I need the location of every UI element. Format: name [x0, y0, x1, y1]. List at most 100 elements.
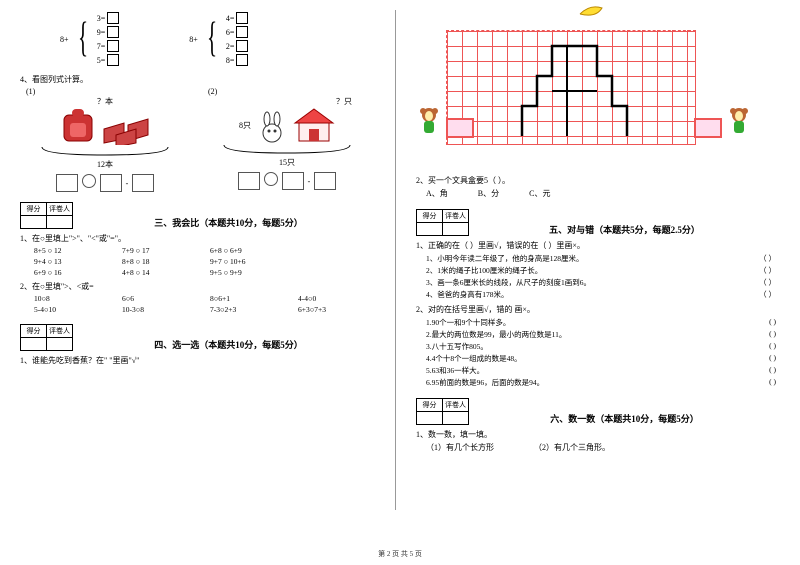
answer-paren[interactable]: ( ) [769, 329, 776, 340]
section-3-title: 三、我会比（本题共10分，每题5分） [77, 216, 380, 229]
left-brace-icon: { [78, 20, 88, 58]
fill-grid: 10○8 6○6 8○6+1 4-4○0 5-4○10 10-3○8 7-3○2… [34, 294, 380, 314]
comp-item: 9+4 ○ 13 [34, 257, 116, 266]
fill-item: 4-4○0 [298, 294, 380, 303]
score-box: 得分评卷人 [20, 202, 73, 229]
bracket-group-2: 8+ { 4= 6= 2= 8= [189, 10, 248, 68]
option-a[interactable]: A、角 [426, 188, 448, 199]
tf-item: 2.最大的两位数是99，最小的两位数是11。 [426, 329, 566, 340]
books-icon [102, 113, 152, 145]
comparison-grid: 8+5 ○ 12 7+9 ○ 17 6+8 ○ 6+9 9+4 ○ 13 8+8… [34, 246, 380, 277]
comp-item [298, 257, 380, 266]
s5-q1: 1、正确的在（ ）里画√，错误的在（ ）里画×。 [416, 240, 776, 251]
maze-grid [446, 30, 696, 145]
bracket1-prefix: 8+ [60, 35, 69, 44]
house-icon [293, 107, 335, 143]
comp-item: 9+7 ○ 10+6 [210, 257, 292, 266]
monkey-right-icon [726, 105, 752, 135]
answer-paren[interactable]: ( ) [769, 353, 776, 364]
answer-box[interactable] [107, 12, 119, 24]
option-b[interactable]: B、分 [478, 188, 499, 199]
answer-paren[interactable]: ( ) [769, 365, 776, 376]
answer-paren[interactable]: ( ) [769, 377, 776, 388]
section-6-header: 得分评卷人 六、数一数（本题共10分，每题5分） [416, 398, 776, 425]
answer-box[interactable] [314, 172, 336, 190]
picture-problem-2: (2) ？只 8只 15只 - [202, 87, 372, 192]
banana-icon [576, 2, 606, 20]
answer-paren[interactable]: ( ) [769, 341, 776, 352]
p2-images: 8只 [202, 107, 372, 143]
p2-brace-label: 15只 [202, 157, 372, 168]
sub1-label: (1) [26, 87, 190, 96]
s6-q1: 1、数一数，填一填。 [416, 429, 776, 440]
s6-sub1: （1）有几个长方形 [426, 442, 494, 453]
score-box: 得分评卷人 [20, 324, 73, 351]
answer-box[interactable] [236, 12, 248, 24]
answer-paren[interactable]: （ ） [759, 277, 776, 288]
under-brace-icon [222, 143, 352, 155]
score-cell[interactable] [417, 412, 443, 425]
s6-sub2: （2）有几个三角形。 [534, 442, 610, 453]
answer-box[interactable] [236, 26, 248, 38]
answer-pink-box-left[interactable] [446, 118, 474, 138]
tf-item: 3.八十五写作805。 [426, 341, 488, 352]
answer-paren[interactable]: （ ） [759, 289, 776, 300]
answer-pink-box-right[interactable] [694, 118, 722, 138]
p2-left-label: 8只 [239, 120, 251, 131]
grader-cell[interactable] [47, 338, 73, 351]
comp-item: 8+8 ○ 18 [122, 257, 204, 266]
minus-sign: - [126, 179, 129, 188]
comp-item: 9+5 ○ 9+9 [210, 268, 292, 277]
operator-circle[interactable] [264, 172, 278, 186]
answer-box[interactable] [282, 172, 304, 190]
grader-cell[interactable] [443, 412, 469, 425]
schoolbag-icon [58, 107, 98, 145]
grader-cell[interactable] [443, 223, 469, 236]
grader-cell[interactable] [47, 216, 73, 229]
left-column: 8+ { 3= 9= 7= 5= 8+ { 4= 6= 2= 8= 4、看图列式… [0, 0, 395, 565]
section-6-title: 六、数一数（本题共10分，每题5分） [473, 412, 776, 425]
comp-item: 7+9 ○ 17 [122, 246, 204, 255]
answer-box[interactable] [236, 40, 248, 52]
tf-item: 5.63和36一样大。 [426, 365, 484, 376]
score-cell[interactable] [21, 216, 47, 229]
score-box: 得分评卷人 [416, 209, 469, 236]
bracket2-rows: 4= 6= 2= 8= [226, 10, 249, 68]
p1-qmark: ？本 [20, 96, 190, 107]
score-box: 得分评卷人 [416, 398, 469, 425]
answer-paren[interactable]: ( ) [769, 317, 776, 328]
answer-box[interactable] [236, 54, 248, 66]
q4-label: 4、看图列式计算。 [20, 74, 380, 85]
answer-box[interactable] [56, 174, 78, 192]
tf-item: 2、1米的绳子比100厘米的绳子长。 [426, 265, 542, 276]
bracket-group-1: 8+ { 3= 9= 7= 5= [60, 10, 119, 68]
score-cell[interactable] [21, 338, 47, 351]
s3-q1: 1、在○里填上">"、"<"或"="。 [20, 233, 380, 244]
q2-options: A、角 B、分 C、元 [426, 188, 776, 199]
monkey-left-icon [416, 105, 442, 135]
picture-problem-1: (1) ？本 12本 - [20, 87, 190, 192]
bracket2-prefix: 8+ [189, 35, 198, 44]
answer-box[interactable] [238, 172, 260, 190]
score-cell[interactable] [417, 223, 443, 236]
answer-paren[interactable]: （ ） [759, 265, 776, 276]
bracket1-rows: 3= 9= 7= 5= [97, 10, 120, 68]
fill-item: 8○6+1 [210, 294, 292, 303]
tf-item: 4、爸爸的身高有178米。 [426, 289, 509, 300]
answer-box[interactable] [132, 174, 154, 192]
answer-paren[interactable]: （ ） [759, 253, 776, 264]
operator-circle[interactable] [82, 174, 96, 188]
tf-list-1: 1、小明今年读二年级了，他的身高是128厘米。（ ） 2、1米的绳子比100厘米… [426, 253, 776, 300]
answer-box[interactable] [107, 54, 119, 66]
comp-item: 6+8 ○ 6+9 [210, 246, 292, 255]
answer-box[interactable] [107, 40, 119, 52]
option-c[interactable]: C、元 [529, 188, 550, 199]
s6-subs: （1）有几个长方形 （2）有几个三角形。 [426, 442, 776, 453]
answer-box[interactable] [100, 174, 122, 192]
fill-item: 7-3○2+3 [210, 305, 292, 314]
p2-equation: - [202, 172, 372, 190]
answer-box[interactable] [107, 26, 119, 38]
section-4-title: 四、选一选（本题共10分，每题5分） [77, 338, 380, 351]
fill-item: 5-4○10 [34, 305, 116, 314]
comp-item: 8+5 ○ 12 [34, 246, 116, 255]
